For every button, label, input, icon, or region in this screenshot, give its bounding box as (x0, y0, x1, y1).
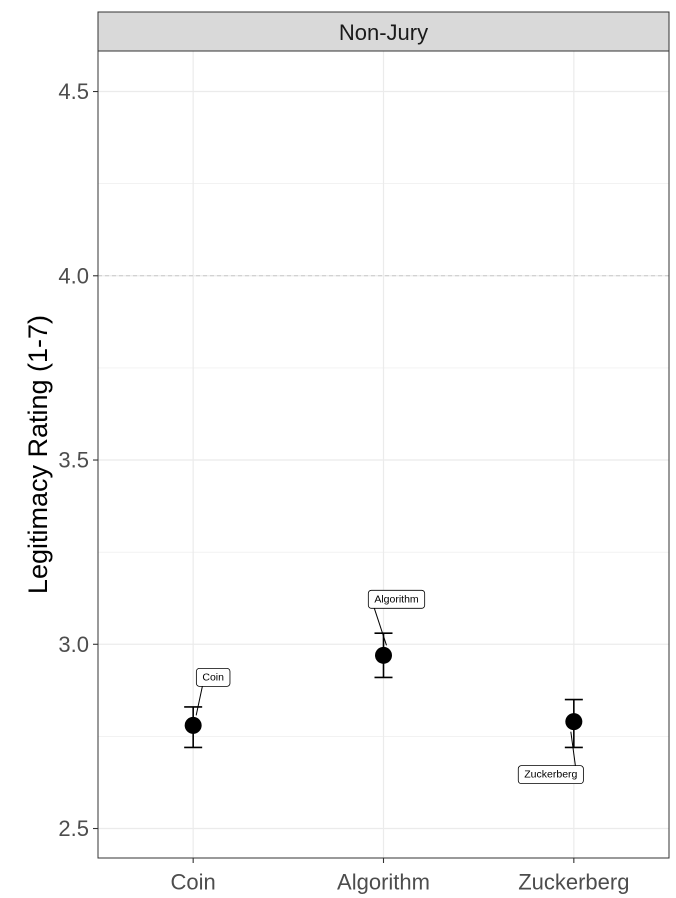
x-tick-label: Coin (171, 870, 216, 895)
data-points (184, 646, 583, 734)
facet-strip (97, 11, 670, 52)
point-label-box (517, 765, 584, 785)
y-tick-label: 4.5 (58, 79, 89, 104)
x-tick-label: Algorithm (337, 870, 430, 895)
data-point-algorithm (375, 646, 392, 664)
point-label-coin: Coin (195, 667, 231, 716)
point-label-zuckerberg: Zuckerberg (517, 731, 584, 785)
y-axis-label: Legitimacy Rating (1-7) (23, 315, 53, 594)
x-tick-label: Zuckerberg (518, 870, 629, 895)
y-tick-label: 2.5 (58, 816, 89, 841)
point-label-box (367, 589, 426, 609)
data-point-zuckerberg (565, 713, 583, 731)
point-label-leader (570, 731, 576, 766)
data-point-coin (184, 716, 202, 734)
y-tick-label: 3.0 (58, 632, 89, 657)
x-axis-ticks: Coin Algorithm Zuckerberg (171, 858, 629, 895)
point-labels: Coin Algorithm Zuckerberg (195, 589, 584, 785)
point-label-text: Coin (202, 671, 224, 683)
y-axis-ticks: 2.5 3.0 3.5 4.0 4.5 (58, 79, 98, 841)
point-label-algorithm: Algorithm (367, 589, 426, 646)
facet-title: Non-Jury (339, 20, 428, 45)
point-label-leader (373, 608, 387, 646)
y-tick-label: 3.5 (58, 448, 89, 473)
point-label-text: Algorithm (374, 593, 419, 605)
point-label-box (195, 667, 231, 687)
point-label-text: Zuckerberg (524, 769, 577, 781)
point-label-leader (195, 686, 203, 716)
y-tick-label: 4.0 (58, 263, 89, 288)
